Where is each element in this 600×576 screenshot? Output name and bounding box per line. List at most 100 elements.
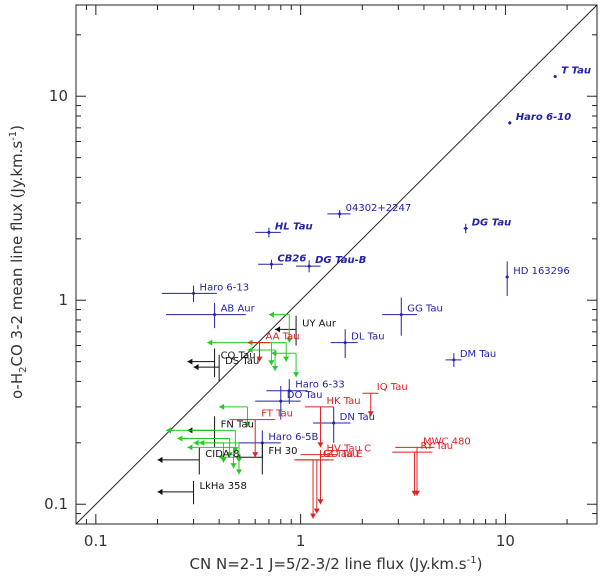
point-t-tau-marker <box>553 74 557 78</box>
x-tick-label: 10 <box>496 532 515 550</box>
y-axis-label-sub: 2 <box>18 367 29 373</box>
point-ab-aur-marker <box>213 313 217 317</box>
y-limit-uz-tau-e-arrowhead <box>310 513 317 519</box>
point-label-hv-tau-c: HV Tau C <box>326 444 371 455</box>
y-axis-label-tail: ) <box>8 125 26 131</box>
point-label-hk-tau: HK Tau <box>326 396 360 407</box>
point-hl-tau-marker <box>267 230 271 234</box>
x-limit-uy-aur <box>275 315 297 346</box>
y-limit-hv-tau-c <box>300 454 337 505</box>
point-label-haro-6-13: Haro 6-13 <box>200 282 250 293</box>
point-label-uy-aur: UY Aur <box>302 318 337 329</box>
x-axis-label-tail: ) <box>477 555 483 573</box>
y-tick-label: 10 <box>49 87 68 105</box>
point-ab-aur <box>165 302 246 329</box>
point-label-dg-tau-b: DG Tau-B <box>315 255 366 266</box>
xy-limit-10-y-arrowhead <box>230 463 237 469</box>
xy-limit-3-y-arrowhead <box>272 365 279 371</box>
xy-limit-12 <box>219 454 242 475</box>
y-limit-hk-tau <box>304 406 334 448</box>
point-gg-tau <box>382 297 417 336</box>
x-tick-label: 0.1 <box>84 532 108 550</box>
y-limit-ft-tau <box>229 419 276 458</box>
x-tick-label: 1 <box>296 532 306 550</box>
y-axis-label: o-H2CO 3-2 mean line flux (Jy.km.s-1) <box>8 125 29 399</box>
xy-limit-9-x-arrowhead <box>193 439 199 446</box>
point-label-uz-tau-e: UZ Tau E <box>319 449 363 460</box>
point-label-fh-30: FH 30 <box>268 446 297 457</box>
y-limit-aa-tau <box>247 342 271 362</box>
point-label-cida-8: CIDA-8 <box>205 449 239 460</box>
point-label-cq-tau: CQ Tau <box>221 351 256 362</box>
point-label-ab-aur: AB Aur <box>221 304 256 315</box>
xy-limit-7 <box>165 427 239 453</box>
point-label-hd-163296: HD 163296 <box>513 266 570 277</box>
y-limit-hv-tau-c-arrowhead <box>317 499 324 505</box>
point-haro-6-13 <box>161 285 217 303</box>
xy-limit-8 <box>177 435 233 458</box>
point-label-ry-tau: RY Tau <box>421 441 454 452</box>
y-limit-hk-tau-arrowhead <box>317 442 324 448</box>
xy-limit-4 <box>271 350 300 378</box>
x-limit-lkha-358 <box>157 480 195 505</box>
point-dm-tau <box>445 353 462 368</box>
xy-limit-7-x-arrowhead <box>165 427 171 434</box>
xy-limit-6 <box>219 403 251 427</box>
xy-limit-2 <box>207 339 290 362</box>
point-haro-6-10 <box>508 121 512 125</box>
point-dg-tau-marker <box>464 226 468 230</box>
point-label-haro-6-10: Haro 6-10 <box>516 112 571 123</box>
point-label-go-tau: GO Tau <box>323 449 359 460</box>
x-limit-cida-8-arrowhead <box>157 456 163 463</box>
y-limit-ry-tau-arrowhead <box>411 490 418 496</box>
data-marks <box>157 74 557 519</box>
y-limit-ry-tau <box>392 451 433 496</box>
xy-limit-6-y-arrowhead <box>244 421 251 427</box>
xy-limit-4-x-arrowhead <box>271 350 277 357</box>
point-haro-6-10-marker <box>508 121 512 125</box>
point-label-cb26: CB26 <box>277 253 306 264</box>
xy-limit-11-x-arrowhead <box>199 439 205 446</box>
xy-limit-1 <box>268 311 293 343</box>
point-hd-163296-marker <box>505 275 509 279</box>
point-dg-tau <box>463 223 468 234</box>
y-limit-iq-tau-arrowhead <box>367 411 374 417</box>
point-t-tau <box>553 74 557 78</box>
point-label-do-tau: DO Tau <box>287 390 323 401</box>
point-label-gg-tau: GG Tau <box>407 304 443 315</box>
point-hd-163296 <box>505 261 509 296</box>
point-label-lkha-358: LkHa 358 <box>200 481 247 492</box>
x-axis-label-main: CN N=2-1 J=5/2-3/2 line flux (Jy.km.s <box>190 555 467 573</box>
point-label-fn-tau: FN Tau <box>221 419 254 430</box>
xy-limit-2-x-arrowhead <box>207 339 213 346</box>
point-do-tau <box>255 385 301 420</box>
xy-limit-1-y-arrowhead <box>286 337 293 343</box>
point-label-iq-tau: IQ Tau <box>377 382 408 393</box>
y-limit-aa-tau-arrowhead <box>256 356 263 362</box>
point-dn-tau-marker <box>332 421 336 425</box>
point-label-mwc-480: MWC 480 <box>423 436 471 447</box>
xy-limit-8-y-arrowhead <box>226 452 233 458</box>
point-haro-6-33 <box>266 379 308 404</box>
point-04302-2247-marker <box>338 212 342 216</box>
xy-limit-12-y-arrowhead <box>235 469 242 475</box>
xy-limit-10 <box>187 444 237 469</box>
y-limit-ft-tau-arrowhead <box>252 452 259 458</box>
point-haro-6-13-marker <box>192 291 196 295</box>
point-label-hl-tau: HL Tau <box>275 221 313 232</box>
y-axis-label-mid: CO 3-2 mean line flux (Jy.km.s <box>8 141 26 367</box>
point-gg-tau-marker <box>399 313 403 317</box>
point-label-dn-tau: DN Tau <box>340 412 375 423</box>
y-tick-label: 1 <box>58 291 68 309</box>
axis-ticks: 0.1 1 10 0.1 1 10 <box>44 5 597 550</box>
y-tick-label: 0.1 <box>44 495 68 513</box>
xy-limit-3-x-arrowhead <box>247 347 253 354</box>
point-haro-6-33-marker <box>287 389 291 393</box>
xy-limit-1-x-arrowhead <box>268 311 274 318</box>
point-hl-tau <box>255 227 281 238</box>
xy-limit-8-x-arrowhead <box>177 435 183 442</box>
xy-limit-5-y-arrowhead <box>268 360 275 366</box>
xy-limit-2-y-arrowhead <box>283 356 290 362</box>
y-axis-label-sup: -1 <box>8 131 19 141</box>
point-cb26 <box>258 259 283 270</box>
